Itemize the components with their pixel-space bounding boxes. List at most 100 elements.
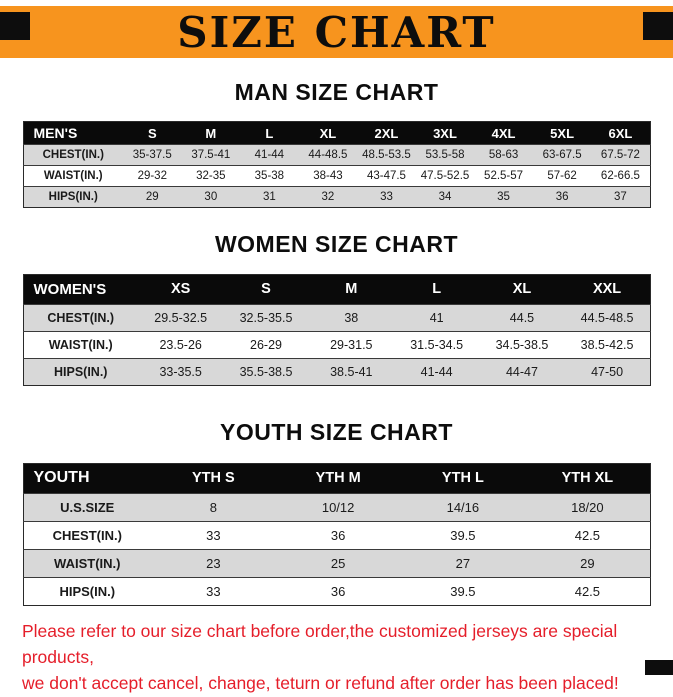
row-label: HIPS(IN.): [23, 576, 151, 606]
table-row: CHEST(IN.) 29.5-32.5 32.5-35.5 38 41 44.5 44.5…: [23, 303, 650, 332]
size-value: 37.5-41: [181, 144, 241, 166]
table-row: WAIST(IN.) 29-32 32-35 35-38 38-43 43-47.5 47.…: [23, 165, 650, 187]
size-value: 35: [474, 186, 533, 208]
table-corner-label: YOUTH: [23, 463, 151, 494]
table-row: HIPS(IN.) 33 36 39.5 42.5: [23, 576, 650, 606]
size-value: 34: [415, 186, 475, 208]
size-value: 47.5-52.5: [415, 165, 475, 187]
table-row: WAIST(IN.) 23.5-26 26-29 29-31.5 31.5-34.5 34…: [23, 330, 650, 359]
size-value: 29-32: [123, 165, 182, 187]
row-label: HIPS(IN.): [23, 186, 123, 208]
size-chart-page: SIZE CHART MAN SIZE CHART MEN'S S M L XL 2XL 3…: [0, 6, 673, 697]
footer-note: Please refer to our size chart before or…: [22, 618, 673, 697]
size-value: 44.5: [479, 303, 565, 332]
size-column-header: L: [240, 121, 299, 145]
size-value: 29-31.5: [308, 330, 394, 359]
size-value: 32.5-35.5: [223, 303, 309, 332]
size-value: 33-35.5: [138, 357, 224, 386]
size-value: 34.5-38.5: [479, 330, 565, 359]
row-label: CHEST(IN.): [23, 303, 138, 332]
row-label: HIPS(IN.): [23, 357, 138, 386]
row-label: CHEST(IN.): [23, 144, 123, 166]
size-value: 48.5-53.5: [357, 144, 416, 166]
size-value: 37: [591, 186, 650, 208]
size-value: 27: [400, 548, 526, 578]
table-row: U.S.SIZE 8 10/12 14/16 18/20: [23, 492, 650, 522]
size-value: 52.5-57: [474, 165, 533, 187]
table-header-row: MEN'S S M L XL 2XL 3XL 4XL 5XL 6XL: [23, 121, 650, 145]
size-value: 32-35: [181, 165, 241, 187]
size-column-header: YTH M: [275, 463, 401, 494]
table-header-row: YOUTH YTH S YTH M YTH L YTH XL: [23, 463, 650, 494]
size-value: 30: [181, 186, 241, 208]
size-value: 63-67.5: [532, 144, 592, 166]
women-section-heading: WOMEN SIZE CHART: [214, 231, 459, 258]
table-corner-label: MEN'S: [23, 121, 123, 145]
size-value: 43-47.5: [357, 165, 416, 187]
size-value: 57-62: [532, 165, 592, 187]
title-banner: SIZE CHART: [0, 6, 673, 58]
women-size-table: WOMEN'S XS S M L XL XXL CHEST(IN.) 29.5-32.5 32.5…: [22, 273, 651, 386]
size-column-header: YTH L: [400, 463, 526, 494]
size-column-header: L: [393, 274, 480, 305]
row-label: WAIST(IN.): [23, 165, 123, 187]
size-column-header: YTH S: [151, 463, 276, 494]
page-title: SIZE CHART: [177, 7, 496, 57]
size-column-header: 5XL: [532, 121, 592, 145]
table-corner-label: WOMEN'S: [23, 274, 138, 305]
size-value: 53.5-58: [415, 144, 475, 166]
size-value: 62-66.5: [591, 165, 650, 187]
size-column-header: XS: [138, 274, 224, 305]
size-value: 31: [240, 186, 299, 208]
size-value: 35-37.5: [123, 144, 182, 166]
size-column-header: 6XL: [591, 121, 650, 145]
size-value: 33: [357, 186, 416, 208]
size-value: 44-47: [479, 357, 565, 386]
size-column-header: S: [123, 121, 182, 145]
size-value: 36: [275, 520, 401, 550]
size-value: 58-63: [474, 144, 533, 166]
row-label: WAIST(IN.): [23, 548, 151, 578]
size-value: 36: [532, 186, 592, 208]
size-value: 67.5-72: [591, 144, 650, 166]
size-value: 38-43: [298, 165, 358, 187]
size-value: 38: [308, 303, 394, 332]
size-column-header: S: [223, 274, 309, 305]
row-label: U.S.SIZE: [23, 492, 151, 522]
size-column-header: YTH XL: [525, 463, 650, 494]
men-size-table: MEN'S S M L XL 2XL 3XL 4XL 5XL 6XL CHEST(IN.) 35-37…: [22, 121, 651, 209]
size-value: 35.5-38.5: [223, 357, 309, 386]
size-column-header: M: [181, 121, 241, 145]
size-value: 26-29: [223, 330, 309, 359]
size-value: 31.5-34.5: [393, 330, 480, 359]
size-value: 44-48.5: [298, 144, 358, 166]
size-value: 41-44: [240, 144, 299, 166]
size-value: 29: [525, 548, 650, 578]
corner-mark-top-left: [0, 12, 30, 40]
size-value: 14/16: [400, 492, 526, 522]
size-value: 47-50: [564, 357, 650, 386]
table-row: HIPS(IN.) 29 30 31 32 33 34 35 36 37: [23, 186, 650, 208]
size-value: 33: [151, 520, 276, 550]
corner-mark-bottom-right: [645, 660, 673, 675]
size-value: 39.5: [400, 576, 526, 606]
table-header-row: WOMEN'S XS S M L XL XXL: [23, 274, 650, 305]
size-value: 25: [275, 548, 401, 578]
corner-mark-top-right: [643, 12, 673, 40]
table-row: WAIST(IN.) 23 25 27 29: [23, 548, 650, 578]
size-value: 18/20: [525, 492, 650, 522]
footer-line-2: we don't accept cancel, change, teturn o…: [22, 673, 619, 694]
size-column-header: XL: [479, 274, 565, 305]
size-value: 42.5: [525, 520, 650, 550]
size-value: 23: [151, 548, 276, 578]
size-value: 42.5: [525, 576, 650, 606]
size-value: 32: [298, 186, 358, 208]
size-column-header: 4XL: [474, 121, 533, 145]
men-section-heading: MAN SIZE CHART: [234, 79, 439, 105]
table-row: CHEST(IN.) 35-37.5 37.5-41 41-44 44-48.5 48.5…: [23, 144, 650, 166]
size-value: 41: [393, 303, 480, 332]
size-value: 10/12: [275, 492, 401, 522]
size-value: 29: [123, 186, 182, 208]
youth-section-heading: YOUTH SIZE CHART: [220, 418, 453, 445]
size-value: 35-38: [240, 165, 299, 187]
